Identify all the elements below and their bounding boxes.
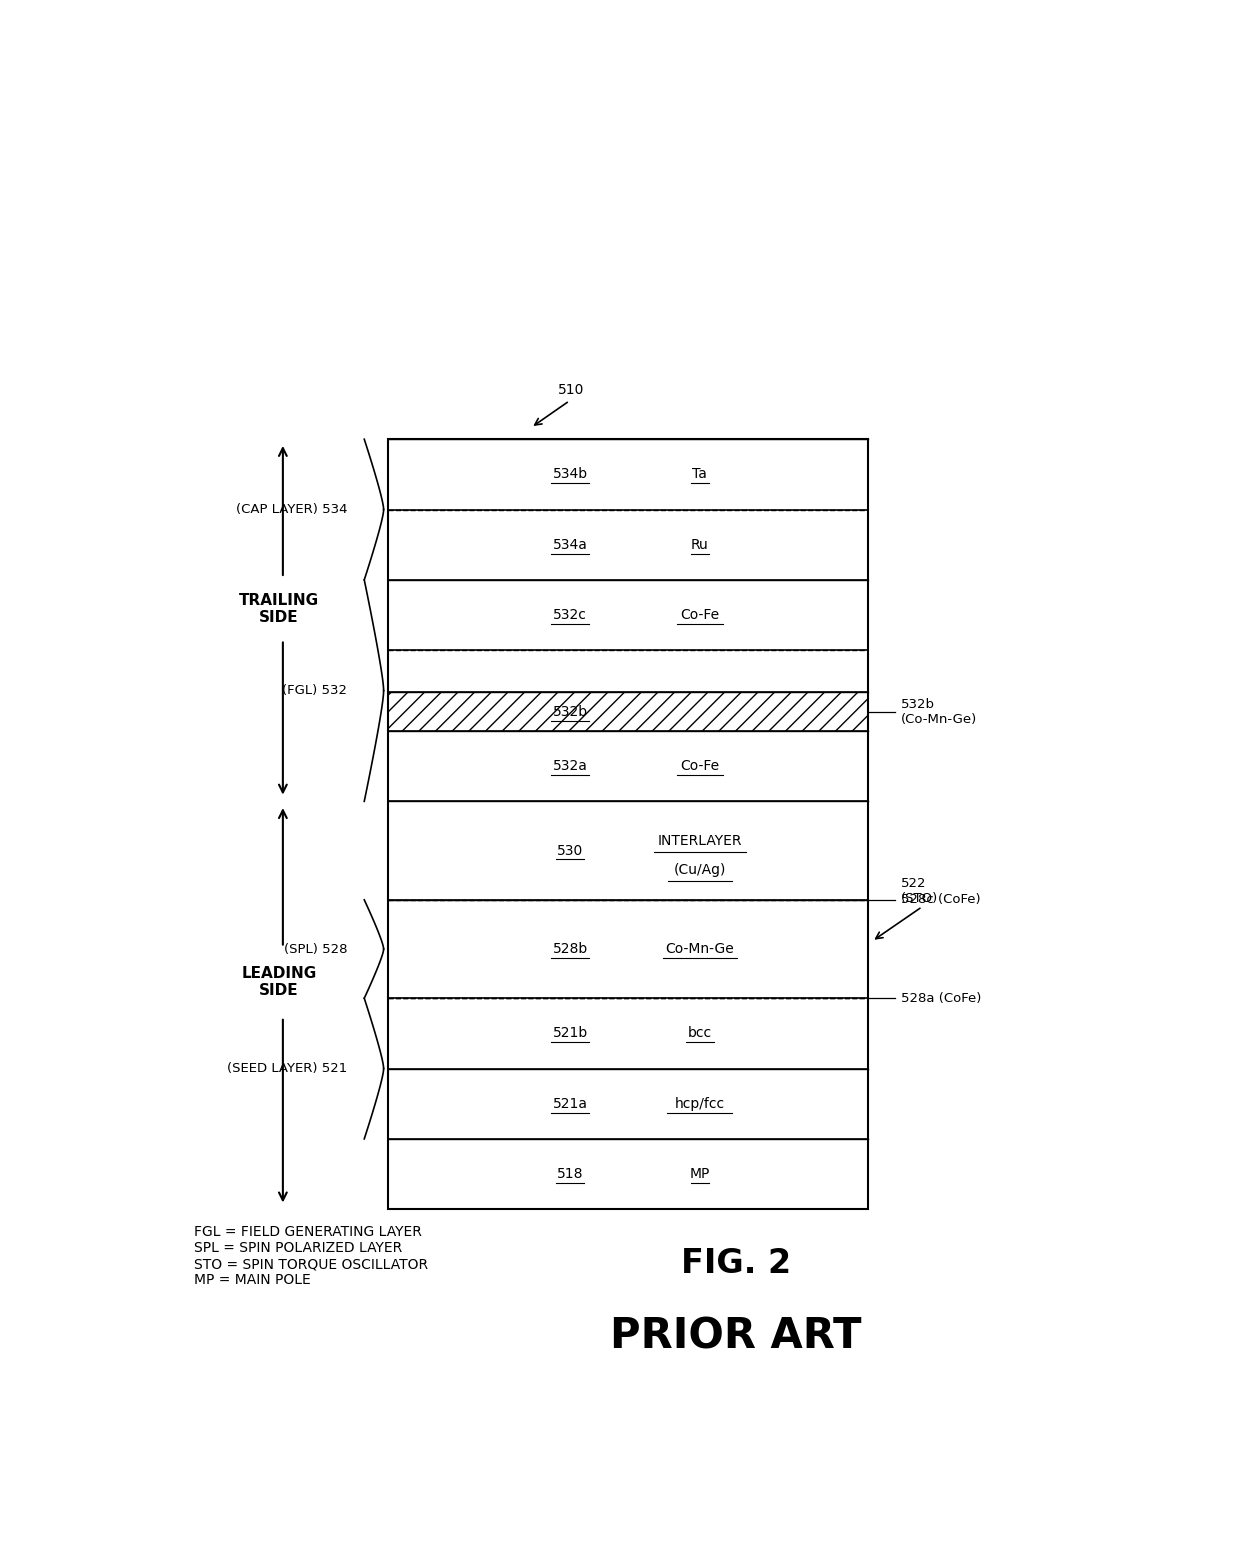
Text: FGL = FIELD GENERATING LAYER
SPL = SPIN POLARIZED LAYER
STO = SPIN TORQUE OSCILL: FGL = FIELD GENERATING LAYER SPL = SPIN … <box>193 1225 428 1287</box>
Text: 510: 510 <box>558 383 584 397</box>
Text: hcp/fcc: hcp/fcc <box>675 1097 725 1111</box>
Text: Co-Mn-Ge: Co-Mn-Ge <box>666 942 734 956</box>
Text: 534a: 534a <box>553 538 588 551</box>
Text: 532b
(Co-Mn-Ge): 532b (Co-Mn-Ge) <box>900 697 977 725</box>
Text: (CAP LAYER) 534: (CAP LAYER) 534 <box>236 503 347 516</box>
Text: 528c (CoFe): 528c (CoFe) <box>900 894 980 906</box>
Bar <box>387 440 868 1210</box>
Text: 532b: 532b <box>553 705 588 719</box>
Bar <box>387 801 868 900</box>
Bar <box>387 1139 868 1210</box>
Text: (FGL) 532: (FGL) 532 <box>283 685 347 697</box>
Text: (SEED LAYER) 521: (SEED LAYER) 521 <box>227 1063 347 1075</box>
Text: (Cu/Ag): (Cu/Ag) <box>673 863 725 877</box>
Text: MP: MP <box>689 1166 711 1180</box>
Bar <box>387 998 868 1069</box>
Bar <box>387 651 868 692</box>
Bar <box>387 692 868 731</box>
Text: 532a: 532a <box>553 759 588 773</box>
Text: 518: 518 <box>557 1166 583 1180</box>
Text: 530: 530 <box>557 844 583 858</box>
Bar <box>387 1069 868 1139</box>
Text: 534b: 534b <box>553 468 588 482</box>
Text: Co-Fe: Co-Fe <box>681 609 719 623</box>
Text: 528a (CoFe): 528a (CoFe) <box>900 991 981 1005</box>
Text: Co-Fe: Co-Fe <box>681 759 719 773</box>
Text: 532c: 532c <box>553 609 587 623</box>
Bar <box>387 440 868 510</box>
Text: Ta: Ta <box>692 468 707 482</box>
Bar <box>387 900 868 998</box>
Bar <box>387 579 868 651</box>
Text: TRAILING
SIDE: TRAILING SIDE <box>239 593 319 624</box>
Text: 528b: 528b <box>553 942 588 956</box>
Text: PRIOR ART: PRIOR ART <box>610 1315 862 1357</box>
Text: (SPL) 528: (SPL) 528 <box>284 942 347 956</box>
Text: LEADING
SIDE: LEADING SIDE <box>242 967 316 999</box>
Bar <box>387 510 868 579</box>
Text: bcc: bcc <box>688 1027 712 1041</box>
Text: 521b: 521b <box>553 1027 588 1041</box>
Text: FIG. 2: FIG. 2 <box>681 1247 791 1279</box>
Text: 522
(STO): 522 (STO) <box>900 877 937 905</box>
Text: INTERLAYER: INTERLAYER <box>657 833 742 847</box>
Bar <box>387 731 868 801</box>
Text: Ru: Ru <box>691 538 709 551</box>
Text: 521a: 521a <box>553 1097 588 1111</box>
